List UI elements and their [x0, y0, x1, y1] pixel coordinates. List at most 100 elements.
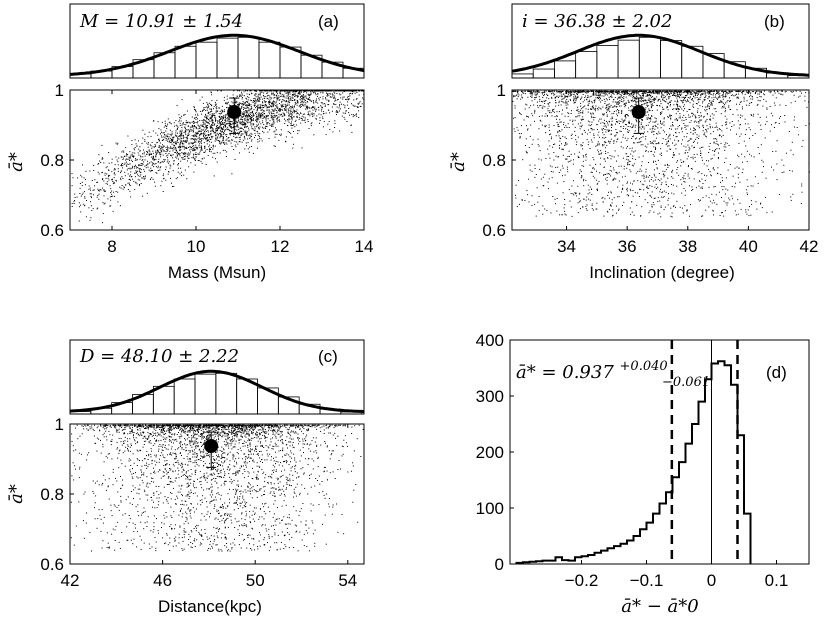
- panel-a-point: [326, 99, 328, 101]
- panel-a-point: [207, 104, 209, 106]
- panel-a-point: [199, 152, 201, 154]
- panel-a-point: [273, 105, 274, 107]
- panel-b-point: [517, 96, 519, 98]
- panel-a-point: [174, 145, 176, 147]
- panel-b-point: [704, 91, 706, 93]
- panel-a-point: [277, 90, 279, 92]
- panel-a-point: [201, 149, 203, 151]
- panel-b-point: [606, 106, 608, 108]
- panel-a-point: [336, 93, 338, 94]
- panel-a-point: [157, 121, 159, 123]
- panel-a-point: [153, 166, 155, 168]
- panel-a-point: [224, 123, 226, 125]
- panel-a-point: [233, 149, 235, 150]
- panel-b-point: [650, 106, 652, 108]
- panel-b-point: [675, 108, 677, 110]
- panel-a-point: [215, 119, 217, 121]
- panel-a-point: [148, 154, 150, 156]
- panel-b-point: [617, 115, 618, 117]
- panel-a-point: [214, 152, 216, 154]
- panel-a-point: [212, 148, 214, 150]
- panel-a-point: [194, 108, 195, 110]
- panel-b-point: [724, 90, 726, 92]
- panel-b-point: [567, 93, 569, 95]
- panel-b-point: [551, 138, 552, 140]
- panel-b-point: [580, 97, 582, 99]
- panel-a-point: [237, 104, 238, 106]
- panel-a-point: [194, 117, 196, 119]
- panel-a-point: [267, 115, 268, 117]
- panel-a-point: [302, 90, 304, 92]
- panel-a-best-fit-marker: [227, 105, 242, 120]
- panel-b-point: [685, 146, 687, 148]
- panel-a-point: [197, 114, 199, 116]
- panel-a-point: [241, 113, 243, 115]
- panel-a-point: [184, 113, 186, 115]
- panel-b-point: [531, 90, 533, 92]
- panel-a-point: [350, 90, 352, 92]
- panel-a-point: [143, 170, 145, 172]
- panel-a-point: [297, 95, 299, 97]
- panel-b-point: [599, 172, 601, 174]
- panel-a-point: [354, 92, 356, 94]
- panel-b-point: [565, 138, 567, 140]
- panel-a-point: [341, 115, 343, 117]
- panel-a-point: [300, 106, 302, 107]
- panel-a-point: [223, 132, 225, 133]
- panel-b-point: [652, 121, 654, 123]
- panel-b-point: [702, 100, 704, 102]
- panel-a-point: [258, 118, 260, 120]
- panel-b-point: [563, 97, 565, 99]
- panel-b-point: [571, 185, 573, 187]
- panel-b-point: [566, 127, 568, 128]
- panel-b-point: [589, 101, 591, 102]
- panel-a-point: [277, 106, 279, 108]
- panel-a-point: [195, 159, 196, 161]
- panel-a-point: [325, 134, 327, 136]
- panel-a-point: [284, 115, 286, 117]
- panel-a-point: [314, 108, 315, 110]
- panel-a-point: [153, 146, 155, 148]
- panel-b-point: [562, 135, 564, 137]
- panel-b-point: [659, 200, 661, 202]
- panel-a-point: [113, 177, 115, 179]
- panel-a-point: [209, 112, 211, 114]
- panel-b-point: [595, 91, 597, 93]
- panel-a-point: [350, 124, 352, 126]
- panel-a-point: [270, 98, 272, 100]
- panel-b-point: [624, 124, 626, 125]
- panel-a-point: [103, 195, 105, 197]
- panel-a-point: [224, 130, 226, 132]
- panel-a-point: [264, 102, 266, 104]
- panel-a-point: [296, 116, 298, 118]
- panel-a-point: [182, 136, 184, 138]
- panel-b-point: [673, 104, 675, 106]
- panel-a-point: [245, 101, 246, 103]
- panel-b-point: [606, 179, 608, 181]
- panel-b-point: [673, 205, 675, 207]
- panel-a-point: [297, 96, 299, 98]
- panel-a-point: [161, 140, 163, 141]
- panel-a-point: [238, 131, 240, 133]
- panel-b-point: [589, 199, 591, 201]
- panel-b-point: [648, 108, 650, 110]
- panel-a-point: [207, 107, 208, 109]
- panel-a-point: [212, 123, 214, 125]
- panel-a-point: [146, 142, 148, 144]
- panel-a-point: [157, 167, 159, 169]
- panel-b-point: [749, 153, 751, 155]
- panel-a-point: [151, 177, 153, 179]
- panel-b-point: [780, 93, 782, 95]
- panel-b-point: [631, 92, 633, 93]
- panel-a-point: [302, 94, 304, 95]
- panel-a-point: [243, 136, 245, 138]
- panel-a-point: [329, 90, 331, 92]
- panel-a-point: [236, 101, 238, 103]
- panel-b-point: [689, 148, 691, 150]
- panel-a-point: [290, 125, 292, 126]
- panel-a-point: [244, 115, 246, 117]
- panel-b-point: [645, 90, 647, 92]
- panel-a-point: [183, 140, 185, 142]
- panel-b-point: [683, 104, 685, 106]
- panel-b-point: [664, 100, 666, 102]
